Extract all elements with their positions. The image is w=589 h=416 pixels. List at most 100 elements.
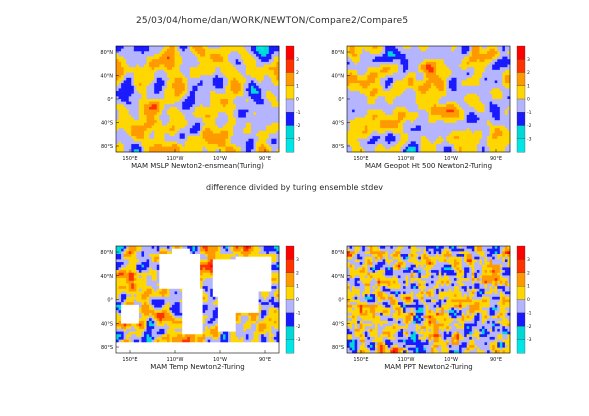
heatmap-cell (245, 75, 249, 79)
heatmap-cell (136, 56, 140, 60)
heatmap-cell (141, 149, 145, 153)
heatmap-cell (253, 133, 257, 137)
heatmap-cell (159, 56, 163, 60)
heatmap-cell (238, 72, 242, 76)
heatmap-cell (154, 122, 158, 126)
heatmap-cell (271, 91, 275, 94)
heatmap-cell (405, 85, 409, 89)
heatmap-cell (179, 46, 183, 49)
heatmap-cell (451, 93, 455, 97)
heatmap-cell (263, 77, 267, 81)
heatmap-cell (166, 46, 170, 49)
heatmap-cell (138, 101, 142, 105)
heatmap-cell (385, 83, 389, 87)
heatmap-cell (354, 53, 358, 57)
heatmap-cell (151, 112, 155, 116)
heatmap-cell (215, 99, 219, 102)
heatmap-cell (233, 51, 237, 55)
heatmap-cell (507, 104, 511, 108)
heatmap-cell (215, 51, 219, 55)
heatmap-cell (408, 59, 411, 63)
heatmap-cell (436, 91, 439, 94)
heatmap-cell (161, 104, 165, 108)
heatmap-cell (116, 120, 119, 124)
heatmap-cell (161, 101, 165, 105)
heatmap-cell (116, 88, 119, 92)
heatmap-cell (174, 114, 178, 118)
heatmap-cell (489, 93, 493, 97)
heatmap-cell (489, 99, 493, 102)
heatmap-cell (489, 109, 493, 113)
heatmap-cell (400, 120, 404, 124)
heatmap-cell (159, 144, 163, 147)
heatmap-cell (502, 61, 506, 65)
heatmap-cell (403, 88, 406, 92)
heatmap-cell (492, 114, 496, 118)
heatmap-cell (466, 93, 470, 97)
heatmap-cell (453, 59, 457, 63)
heatmap-cell (268, 67, 272, 71)
heatmap-cell (362, 109, 366, 113)
heatmap-cell (354, 112, 358, 116)
heatmap-cell (405, 128, 409, 132)
heatmap-cell (451, 104, 455, 108)
heatmap-cell (220, 125, 224, 129)
heatmap-cell (461, 104, 465, 108)
heatmap-cell (261, 48, 265, 52)
heatmap-cell (245, 83, 249, 87)
heatmap-cell (179, 112, 183, 116)
heatmap-cell (136, 120, 140, 124)
heatmap-cell (395, 80, 399, 84)
heatmap-cell (362, 53, 366, 57)
heatmap-cell (126, 69, 130, 73)
heatmap-cell (425, 75, 429, 79)
heatmap-cell (233, 106, 237, 110)
heatmap-cell (471, 109, 475, 113)
heatmap-cell (154, 53, 158, 57)
heatmap-cell (184, 77, 188, 81)
heatmap-cell (405, 125, 409, 129)
heatmap-cell (387, 109, 391, 113)
heatmap-cell (349, 101, 353, 105)
heatmap-cell (484, 99, 488, 102)
heatmap-cell (212, 104, 216, 108)
heatmap-cell (169, 112, 173, 116)
heatmap-cell (256, 136, 259, 140)
heatmap-cell (372, 67, 376, 71)
heatmap-cell (164, 80, 168, 84)
heatmap-cell (507, 85, 511, 89)
heatmap-cell (431, 48, 434, 52)
heatmap-cell (487, 72, 490, 76)
heatmap-cell (352, 91, 355, 94)
heatmap-cell (380, 114, 383, 118)
heatmap-cell (220, 146, 224, 150)
heatmap-cell (357, 91, 361, 94)
heatmap-cell (507, 61, 511, 65)
heatmap-cell (243, 72, 247, 76)
heatmap-cell (164, 69, 168, 73)
heatmap-cell (141, 146, 145, 150)
heatmap-cell (403, 144, 406, 147)
heatmap-cell (263, 72, 267, 76)
heatmap-cell (372, 64, 376, 68)
heatmap-cell (133, 88, 137, 92)
heatmap-cell (423, 101, 427, 105)
heatmap-cell (428, 101, 432, 105)
heatmap-cell (392, 104, 396, 108)
heatmap-cell (507, 112, 511, 116)
heatmap-cell (380, 96, 383, 100)
heatmap-cell (489, 128, 493, 132)
heatmap-cell (359, 83, 363, 87)
heatmap-cell (395, 75, 399, 79)
heatmap-cell (248, 120, 252, 124)
heatmap-cell (471, 141, 475, 145)
heatmap-cell (347, 120, 350, 124)
heatmap-cell (212, 130, 216, 134)
heatmap-cell (438, 128, 442, 132)
heatmap-cell (276, 128, 280, 132)
heatmap-cell (202, 72, 206, 76)
heatmap-cell (461, 46, 465, 49)
heatmap-cell (459, 72, 462, 76)
heatmap-cell (499, 61, 503, 65)
heatmap-cell (215, 117, 219, 121)
